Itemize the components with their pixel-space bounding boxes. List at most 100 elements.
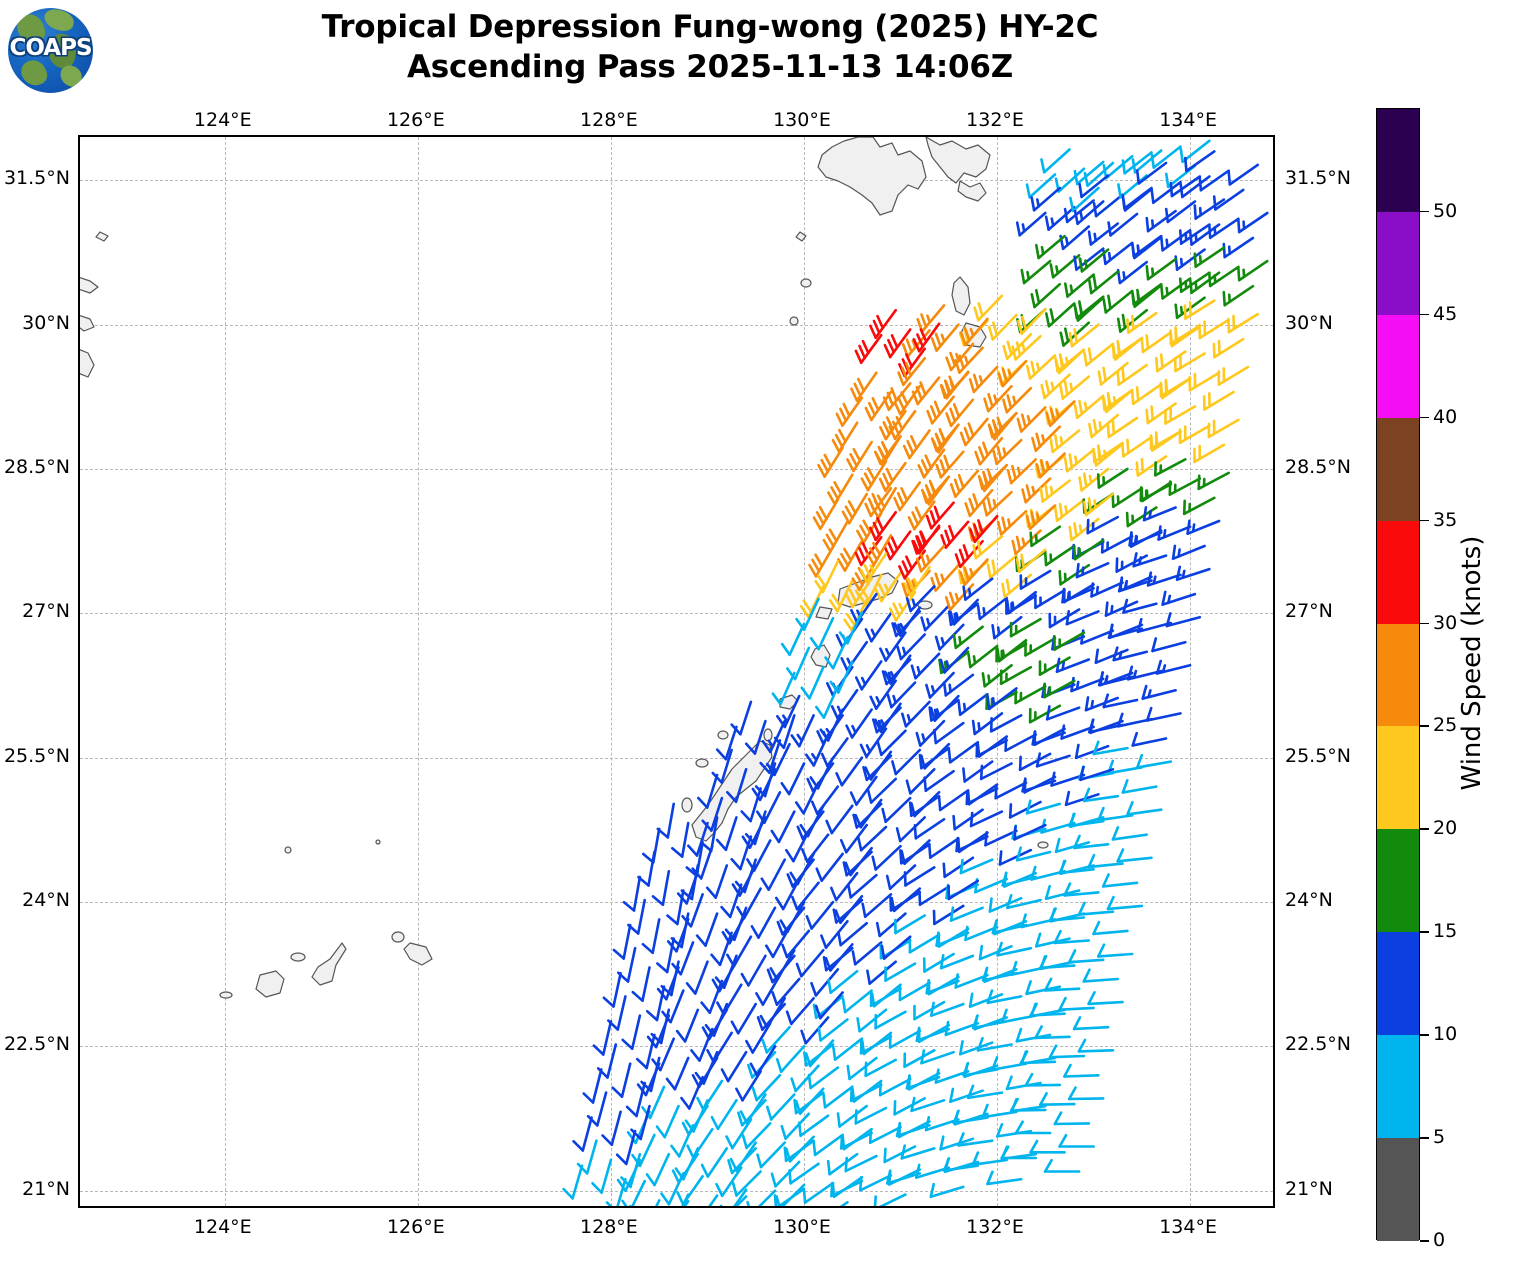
gridline-horizontal xyxy=(80,324,1273,326)
wind-barb xyxy=(625,1081,647,1118)
wind-barb xyxy=(1025,354,1057,380)
wind-barb xyxy=(715,725,738,761)
wind-barb xyxy=(856,1008,888,1033)
wind-barb xyxy=(731,1170,762,1197)
wind-barb xyxy=(846,873,878,899)
wind-barb xyxy=(887,1168,922,1186)
wind-barb xyxy=(1038,656,1071,676)
x-axis-tick-label: 132°E xyxy=(966,1216,1024,1238)
wind-barb xyxy=(935,450,965,479)
wind-barb xyxy=(1109,623,1144,639)
colorbar-band xyxy=(1377,623,1419,727)
wind-barb xyxy=(945,342,975,372)
wind-barb xyxy=(875,912,907,938)
wind-barb xyxy=(761,1025,791,1054)
wind-barb xyxy=(825,804,854,835)
wind-barb xyxy=(994,781,1028,800)
wind-barb xyxy=(993,919,1028,936)
wind-barb xyxy=(1104,600,1139,617)
wind-barb xyxy=(942,856,975,879)
wind-barb xyxy=(880,935,912,960)
colorbar-band xyxy=(1377,829,1419,933)
wind-barb xyxy=(635,1033,656,1070)
wind-barb xyxy=(1188,271,1221,294)
colorbar-tick-mark xyxy=(1420,313,1429,316)
wind-barb xyxy=(1140,331,1173,354)
wind-barb xyxy=(1064,790,1100,807)
wind-barb xyxy=(943,1157,980,1174)
wind-barb xyxy=(1039,955,1076,971)
wind-barb xyxy=(814,991,844,1020)
wind-barb xyxy=(745,1021,772,1054)
wind-barb xyxy=(1006,458,1038,485)
wind-barb xyxy=(655,1199,661,1206)
wind-barb xyxy=(883,1145,917,1164)
wind-barb xyxy=(930,323,960,352)
wind-barb xyxy=(680,1075,704,1110)
wind-barb xyxy=(764,925,791,959)
wind-barb xyxy=(615,1129,637,1166)
wind-barb xyxy=(1065,609,1100,626)
wind-barb xyxy=(827,473,854,506)
wind-barb xyxy=(1020,1050,1057,1066)
wind-barb xyxy=(907,1071,941,1091)
wind-barb xyxy=(814,560,840,594)
gridline-horizontal xyxy=(80,469,1273,470)
wind-barb xyxy=(794,1087,825,1115)
wind-barb xyxy=(656,802,676,839)
wind-barb xyxy=(804,733,830,767)
y-axis-tick-label-right: 30°N xyxy=(1285,311,1333,334)
wind-barb xyxy=(893,384,922,416)
wind-barb xyxy=(1132,552,1168,568)
wind-barb xyxy=(1106,895,1144,911)
wind-barb xyxy=(851,1079,883,1103)
wind-barb xyxy=(910,790,941,818)
wind-barb xyxy=(1164,405,1197,425)
wind-barb xyxy=(1063,882,1100,897)
wind-barb xyxy=(962,577,994,601)
wind-barb xyxy=(739,1093,767,1125)
wind-barb xyxy=(1222,236,1255,259)
wind-barb xyxy=(1030,186,1062,212)
wind-barb xyxy=(881,796,912,824)
wind-barb xyxy=(898,981,931,1002)
wind-barb xyxy=(1044,206,1076,231)
wind-barb xyxy=(964,488,994,518)
wind-barb xyxy=(999,665,1033,686)
wind-barb xyxy=(696,773,719,809)
wind-barb xyxy=(1062,583,1095,604)
wind-barb xyxy=(734,1195,748,1206)
wind-barb xyxy=(1116,363,1148,386)
colorbar-tick-mark xyxy=(1420,828,1429,830)
wind-barb xyxy=(611,1062,632,1099)
wind-barb xyxy=(562,1164,584,1200)
wind-barb xyxy=(1207,418,1240,439)
wind-barb xyxy=(714,954,738,990)
wind-barb xyxy=(979,762,1013,781)
wind-barb xyxy=(661,989,685,1024)
wind-barb xyxy=(1082,968,1119,983)
wind-barb xyxy=(797,1114,830,1138)
wind-barb xyxy=(1131,731,1168,747)
wind-barb xyxy=(686,821,709,857)
wind-barb xyxy=(1039,479,1071,503)
y-axis-tick-label-left: 27°N xyxy=(22,600,70,623)
wind-barb xyxy=(695,912,719,947)
wind-barb xyxy=(963,1062,999,1079)
wind-barb xyxy=(1121,435,1153,458)
wind-barb xyxy=(1086,515,1119,535)
wind-barb xyxy=(844,1154,878,1173)
wind-barb xyxy=(874,702,902,734)
wind-barb xyxy=(978,463,1009,493)
colorbar-band xyxy=(1377,932,1419,1036)
wind-barb xyxy=(1073,394,1105,420)
wind-barb xyxy=(1171,544,1206,561)
wind-barb xyxy=(795,597,820,632)
y-axis-tick-label-left: 24°N xyxy=(22,889,70,912)
wind-barb xyxy=(879,631,907,662)
wind-barb xyxy=(996,509,1028,536)
wind-barb xyxy=(1179,175,1211,199)
wind-barb xyxy=(1193,198,1226,220)
wind-barb xyxy=(1015,1027,1052,1043)
wind-barb xyxy=(720,1050,748,1083)
